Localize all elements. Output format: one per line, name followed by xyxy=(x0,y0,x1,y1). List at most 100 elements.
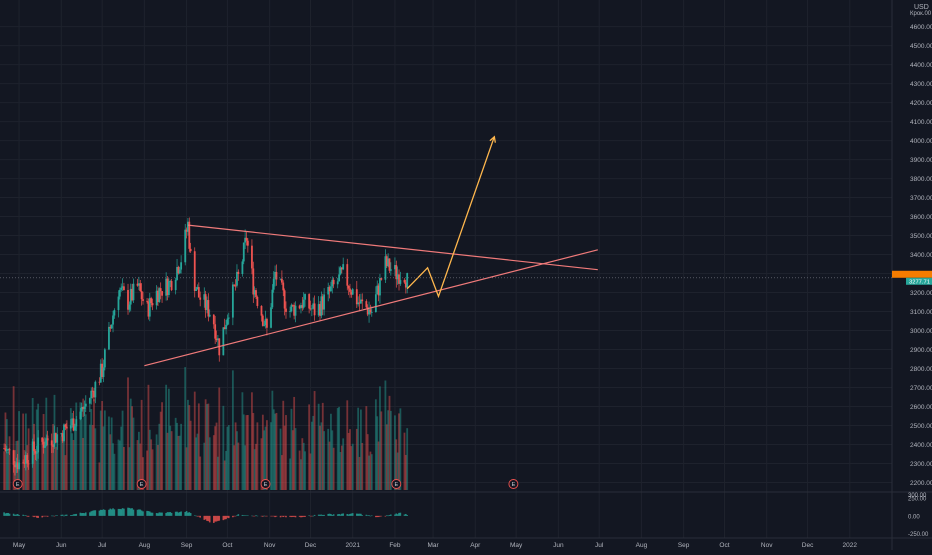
oscillator-bar xyxy=(263,515,265,517)
oscillator-bar xyxy=(311,515,313,517)
candle-body xyxy=(264,318,267,326)
earnings-marker-icon[interactable] xyxy=(391,479,402,489)
volume-bar xyxy=(46,435,49,490)
candle-body xyxy=(361,299,364,302)
volume-bar xyxy=(165,384,168,490)
candle-body xyxy=(138,283,140,286)
y-tick-label: 2500.00 xyxy=(910,423,932,430)
volume-bar xyxy=(63,436,65,490)
volume-bar xyxy=(283,425,286,490)
candle-body xyxy=(216,338,219,341)
candle-body xyxy=(266,318,268,328)
volume-bar xyxy=(166,432,169,490)
candle-body xyxy=(222,327,225,356)
candle-body xyxy=(385,256,388,267)
x-tick-label: Jul xyxy=(595,542,604,549)
oscillator-bar xyxy=(270,515,272,517)
oscillator-bar xyxy=(132,509,135,516)
oscillator-bar xyxy=(289,515,291,517)
x-tick-label: Dec xyxy=(305,542,317,549)
candle-body xyxy=(317,304,320,316)
candle-body xyxy=(93,390,95,398)
x-tick-label: Nov xyxy=(761,542,773,549)
oscillator-bar xyxy=(177,512,180,516)
volume-bar xyxy=(161,402,163,490)
earnings-marker-icon[interactable] xyxy=(136,479,147,489)
oscillator-bar xyxy=(247,515,249,517)
volume-bar xyxy=(270,422,272,490)
oscillator-bar xyxy=(102,509,105,516)
volume-bar xyxy=(245,415,248,490)
candle-body xyxy=(332,279,335,285)
candle-body xyxy=(394,265,396,270)
oscillator-bar xyxy=(45,515,48,517)
earnings-marker-icon[interactable] xyxy=(12,479,23,489)
oscillator-bar xyxy=(136,509,139,516)
oscillator-bar xyxy=(242,515,245,516)
y-tick-label: 3800.00 xyxy=(910,176,932,183)
oscillator-bar xyxy=(204,515,207,520)
candle-body xyxy=(256,296,259,306)
candle-body xyxy=(27,463,30,465)
candle-body xyxy=(34,451,37,454)
earnings-marker-icon[interactable] xyxy=(508,479,519,489)
oscillator-bar xyxy=(255,515,257,516)
x-tick-label: Mar xyxy=(427,542,439,549)
volume-bar xyxy=(174,417,177,490)
volume-bar xyxy=(300,459,302,490)
volume-bar xyxy=(101,401,104,490)
oscillator-bar xyxy=(198,515,200,517)
candle-body xyxy=(398,274,400,284)
volume-bar xyxy=(204,399,207,490)
volume-bar xyxy=(233,445,236,490)
oscillator-bar xyxy=(237,514,240,516)
volume-bar xyxy=(112,443,114,490)
candle-body xyxy=(293,305,296,316)
candle-body xyxy=(108,326,110,350)
triangle-lower-trendline[interactable] xyxy=(144,249,598,367)
oscillator-bar xyxy=(98,510,101,516)
volume-bar xyxy=(121,410,124,490)
volume-bar xyxy=(117,439,120,490)
volume-bar xyxy=(349,429,351,490)
candle-body xyxy=(234,285,237,287)
drawings[interactable] xyxy=(144,135,598,367)
volume-bar xyxy=(312,415,315,490)
candle-body xyxy=(157,290,159,303)
candle-body xyxy=(150,298,153,304)
oscillator-bar xyxy=(323,514,325,516)
oscillator-bar xyxy=(91,510,94,516)
oscillator-bar xyxy=(72,514,75,516)
oscillator-bar xyxy=(22,514,24,516)
earnings-marker-icon[interactable] xyxy=(260,479,271,489)
volume-bar xyxy=(236,431,238,490)
y-tick-label: 4200.00 xyxy=(910,100,932,107)
volume-bar xyxy=(406,428,409,490)
oscillator-bar xyxy=(227,515,230,519)
candle-body xyxy=(72,418,75,431)
candle-body xyxy=(22,462,25,464)
oscillator-bar xyxy=(176,511,178,516)
candle-body xyxy=(158,288,161,303)
volume-bar xyxy=(108,416,110,490)
volume-bar xyxy=(113,453,116,490)
candle-body xyxy=(35,452,38,454)
projection-path[interactable] xyxy=(406,136,495,299)
volume-bar xyxy=(261,414,264,490)
y-tick-label: 2300.00 xyxy=(910,461,932,468)
volume-bar xyxy=(241,392,244,490)
oscillator-bar xyxy=(384,515,387,517)
triangle-upper-trendline[interactable] xyxy=(187,224,598,271)
oscillator-pane xyxy=(3,507,408,523)
volume-bar xyxy=(61,435,64,490)
oscillator-bar xyxy=(84,512,87,516)
candle-body xyxy=(263,325,266,326)
volume-bar xyxy=(27,428,30,490)
candle-body xyxy=(399,280,402,284)
volume-bar xyxy=(185,447,188,490)
volume-bar xyxy=(350,446,353,490)
volume-bar xyxy=(148,429,151,490)
